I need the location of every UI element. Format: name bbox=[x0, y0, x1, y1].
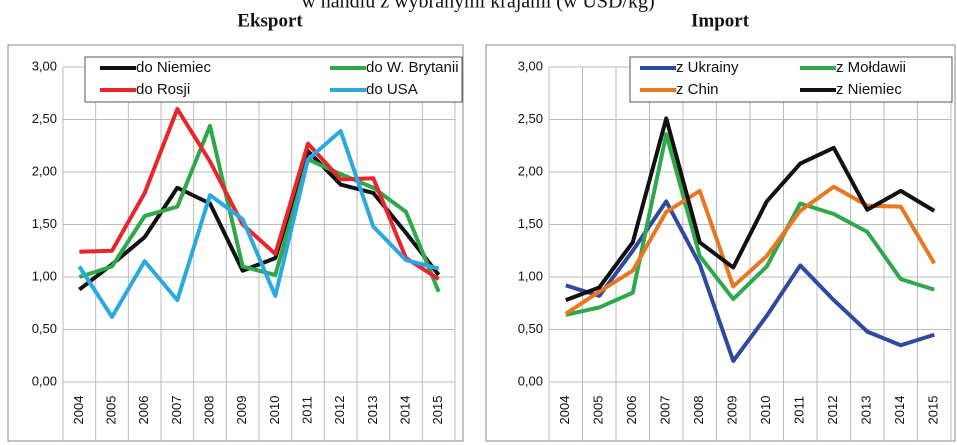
legend-label: do Rosji bbox=[136, 81, 190, 98]
chart-title: Import bbox=[691, 10, 750, 31]
legend-label: do W. Brytanii bbox=[366, 59, 459, 76]
y-tick-label: 0,50 bbox=[32, 321, 57, 336]
x-tick-label: 2015 bbox=[926, 396, 941, 425]
x-tick-label: 2013 bbox=[859, 396, 874, 425]
series-line bbox=[78, 149, 441, 292]
x-tick-label: 2004 bbox=[71, 396, 86, 425]
x-tick-label: 2012 bbox=[332, 396, 347, 425]
legend-label: do USA bbox=[366, 81, 418, 98]
x-tick-label: 2015 bbox=[430, 396, 445, 425]
x-tick-label: 2007 bbox=[169, 396, 184, 425]
x-tick-label: 2011 bbox=[299, 396, 314, 424]
y-tick-label: 1,00 bbox=[518, 268, 543, 283]
chart-frame bbox=[485, 44, 956, 442]
x-tick-label: 2014 bbox=[892, 396, 907, 425]
legend-label: z Ukrainy bbox=[676, 59, 739, 76]
x-tick-label: 2007 bbox=[658, 396, 673, 425]
series-line bbox=[565, 116, 936, 302]
y-tick-label: 2,50 bbox=[518, 111, 543, 126]
chart-frame bbox=[7, 44, 464, 442]
x-tick-label: 2010 bbox=[758, 396, 773, 425]
series-line bbox=[77, 129, 440, 319]
y-tick-label: 0,00 bbox=[32, 373, 57, 388]
x-tick-label: 2008 bbox=[201, 396, 216, 425]
y-tick-label: 2,50 bbox=[32, 111, 57, 126]
legend-box bbox=[84, 56, 463, 103]
series-line bbox=[565, 132, 935, 317]
x-tick-label: 2006 bbox=[136, 396, 151, 425]
y-tick-label: 1,50 bbox=[32, 216, 57, 231]
x-tick-label: 2014 bbox=[397, 396, 412, 425]
x-tick-label: 2013 bbox=[365, 396, 380, 425]
legend-label: do Niemiec bbox=[136, 59, 212, 76]
y-tick-label: 1,00 bbox=[32, 268, 57, 283]
x-tick-label: 2009 bbox=[725, 396, 740, 425]
x-tick-label: 2006 bbox=[624, 396, 639, 425]
y-tick-label: 2,00 bbox=[518, 163, 543, 178]
series-line bbox=[79, 107, 440, 281]
x-tick-label: 2004 bbox=[557, 396, 572, 425]
x-tick-label: 2012 bbox=[825, 396, 840, 425]
legend-box bbox=[629, 56, 953, 103]
figure-title: w handlu z wybranymi krajami (w USD/kg) bbox=[301, 0, 654, 13]
x-tick-label: 2010 bbox=[267, 396, 282, 425]
legend-label: z Chin bbox=[676, 81, 719, 98]
x-tick-label: 2011 bbox=[792, 396, 807, 424]
x-tick-label: 2009 bbox=[234, 396, 249, 425]
y-tick-label: 3,00 bbox=[32, 58, 57, 73]
y-tick-label: 0,50 bbox=[518, 321, 543, 336]
x-tick-label: 2008 bbox=[691, 396, 706, 425]
legend-label: z Niemiec bbox=[836, 81, 902, 98]
legend-label: z Mołdawii bbox=[836, 59, 906, 76]
x-tick-label: 2005 bbox=[103, 396, 118, 425]
chart-title: Eksport bbox=[237, 10, 303, 31]
y-tick-label: 3,00 bbox=[518, 58, 543, 73]
series-line bbox=[565, 199, 935, 363]
y-tick-label: 0,00 bbox=[518, 373, 543, 388]
x-tick-label: 2005 bbox=[591, 396, 606, 425]
y-tick-label: 1,50 bbox=[518, 216, 543, 231]
y-tick-label: 2,00 bbox=[32, 163, 57, 178]
